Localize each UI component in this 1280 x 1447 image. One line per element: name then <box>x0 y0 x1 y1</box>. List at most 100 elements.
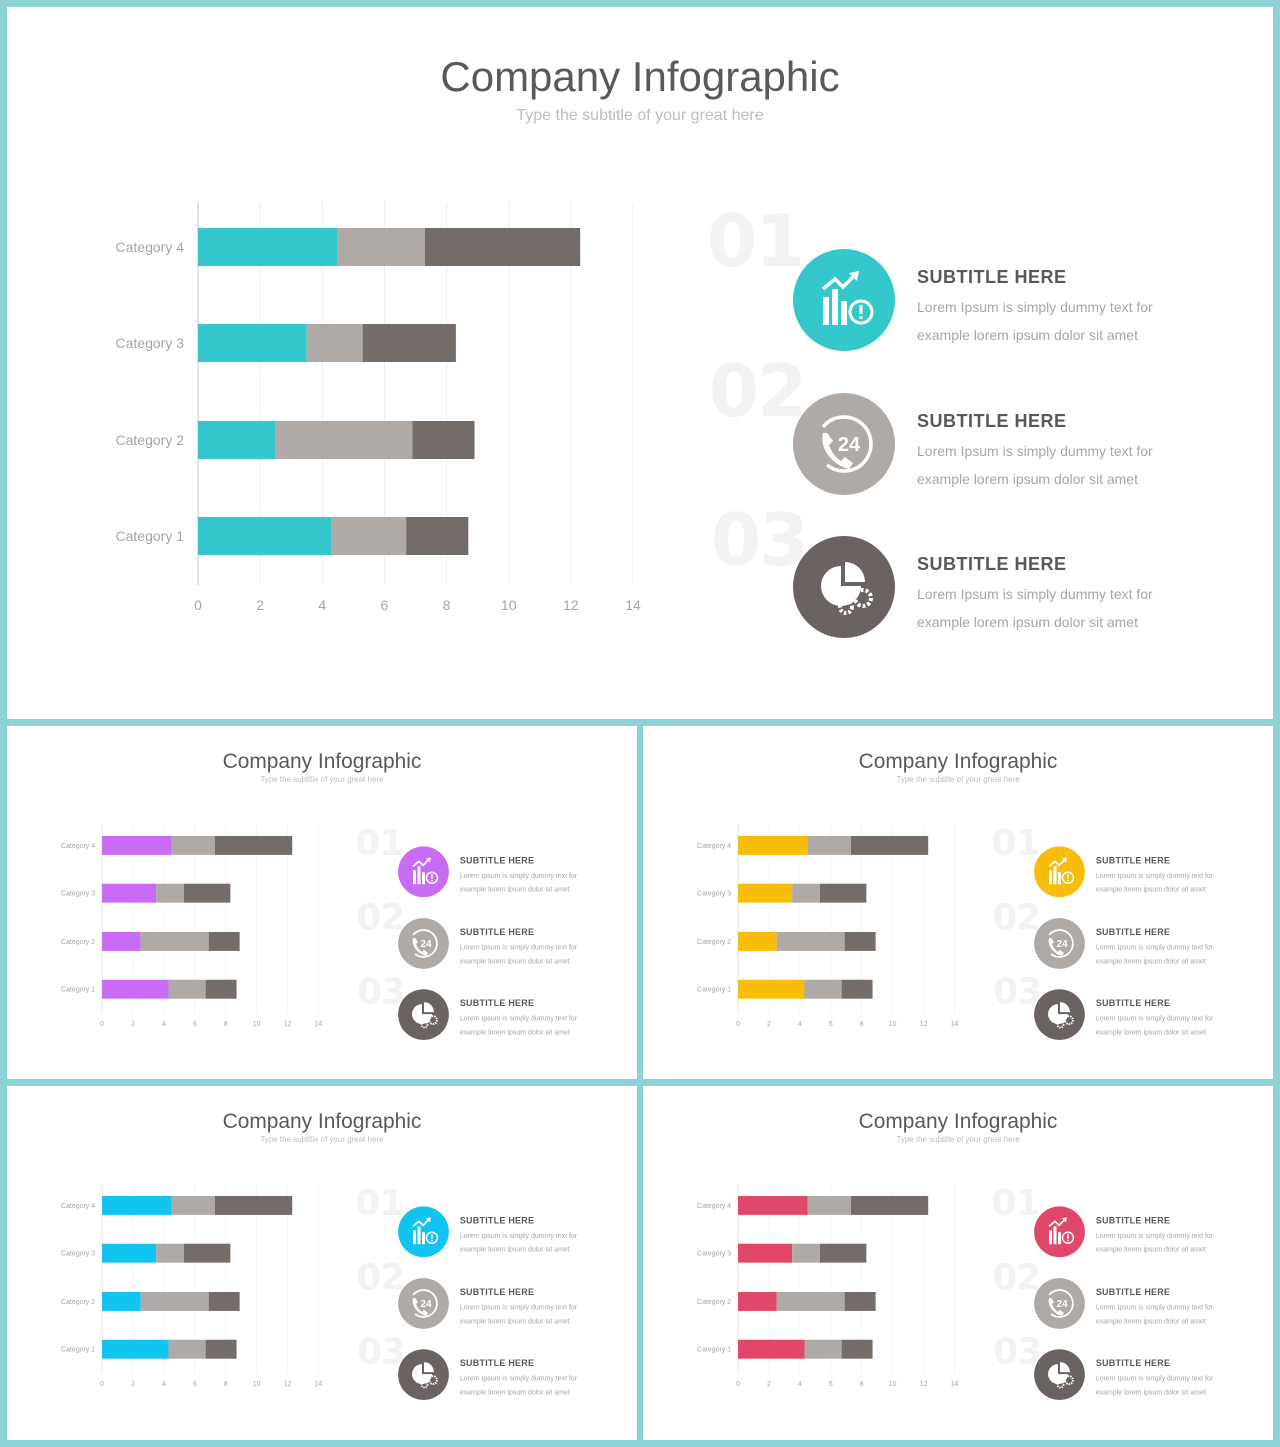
info-items: 01 SUB <box>7 7 1273 719</box>
item-text: Lorem Ipsum is simply dummy text for exa… <box>917 586 1153 630</box>
item-icon-circle <box>398 1349 449 1400</box>
page-subtitle: Type the subtitle of your great here <box>896 1135 1020 1145</box>
category-label: Category 4 <box>61 843 95 850</box>
x-tick-label: 2 <box>767 1381 771 1388</box>
bar-segment <box>102 1243 157 1263</box>
category-label: Category 1 <box>61 987 95 994</box>
x-tick-label: 10 <box>253 1021 261 1028</box>
x-tick-label: 0 <box>100 1381 104 1388</box>
item-text: Lorem Ipsum is simply dummy text for exa… <box>1095 1302 1214 1325</box>
info-items: 01 SUB <box>7 1086 637 1440</box>
x-tick-label: 4 <box>162 1021 166 1028</box>
item-title: SUBTITLE HERE <box>917 267 1067 287</box>
chart-growth-icon <box>1048 857 1075 885</box>
bar-segment <box>102 979 169 999</box>
item-title: SUBTITLE HERE <box>459 1358 535 1369</box>
bar-segment <box>804 1339 842 1359</box>
item-title: SUBTITLE HERE <box>459 1287 535 1297</box>
bar-segment <box>738 932 777 951</box>
stacked-bar-chart: 0 2 4 6 8 10 12 14 Category 4 Category 3 Category … <box>61 823 322 1028</box>
svg-text:24: 24 <box>838 434 861 456</box>
item-title: SUBTITLE HERE <box>1095 1358 1171 1369</box>
item-number: 03 <box>993 1330 1042 1373</box>
x-tick-label: 0 <box>736 1381 740 1388</box>
bar-segment <box>792 883 820 903</box>
item-text: Lorem Ipsum is simply dummy text for exa… <box>1095 1014 1214 1037</box>
item-icon-circle <box>398 846 449 898</box>
bar-segment <box>738 1243 793 1263</box>
item-title: SUBTITLE HERE <box>459 855 535 866</box>
x-tick-label: 2 <box>256 597 264 613</box>
bar-segment <box>738 883 793 903</box>
page-title: Company Infographic <box>440 53 840 100</box>
bar-segment <box>171 1195 215 1215</box>
category-label: Category 3 <box>697 891 731 898</box>
category-label: Category 4 <box>116 239 185 255</box>
category-label: Category 2 <box>61 1299 95 1306</box>
info-item-3: 03 SUBTITLE HERE Lorem Ipsum is simply d… <box>7 1323 637 1400</box>
phone-24-icon: 24 <box>1048 1289 1074 1318</box>
item-number: 02 <box>992 1256 1041 1298</box>
item-title: SUBTITLE HERE <box>917 411 1067 431</box>
phone-24-icon: 24 <box>1048 929 1074 958</box>
category-label: Category 1 <box>116 528 185 544</box>
bar-segment <box>171 835 215 855</box>
item-number: 01 <box>355 821 404 864</box>
bar-segment <box>168 979 206 999</box>
item-title: SUBTITLE HERE <box>459 927 535 937</box>
info-item-1: 01 SUB <box>7 821 637 898</box>
pie-gears-icon <box>1048 1362 1074 1389</box>
x-tick-label: 0 <box>194 597 202 613</box>
category-label: Category 1 <box>697 987 731 994</box>
category-label: Category 2 <box>697 1299 731 1306</box>
bar-segment <box>738 1339 805 1359</box>
x-tick-label: 8 <box>224 1021 228 1028</box>
bar-segment <box>168 1339 206 1359</box>
info-item-2: 02 24 SUBTITLE HERE Lorem Ipsum is simpl… <box>643 1252 1273 1329</box>
x-tick-label: 14 <box>951 1381 959 1388</box>
bar-segment <box>844 1292 876 1311</box>
bar-segment <box>198 324 307 362</box>
page-subtitle: Type the subtitle of your great here <box>260 775 384 785</box>
bar-segment <box>102 1195 172 1215</box>
svg-text:24: 24 <box>1056 939 1068 950</box>
chart-growth-icon <box>1048 1217 1075 1245</box>
category-label: Category 2 <box>697 939 731 946</box>
page-subtitle: Type the subtitle of your great here <box>260 1135 384 1145</box>
category-label: Category 4 <box>697 843 731 850</box>
item-text: Lorem Ipsum is simply dummy text for exa… <box>459 1014 578 1037</box>
item-title: SUBTITLE HERE <box>459 1215 535 1226</box>
item-text: Lorem Ipsum is simply dummy text for exa… <box>917 443 1153 487</box>
item-number: 01 <box>991 1181 1040 1224</box>
info-item-2: 02 24 SUBTITLE HERE Lorem Ipsum is simpl… <box>7 341 1273 495</box>
item-number: 02 <box>356 1256 405 1298</box>
item-icon-circle: 24 <box>398 1278 449 1329</box>
bar-segment <box>738 1292 777 1311</box>
bar-segment <box>198 421 276 459</box>
x-tick-label: 8 <box>860 1021 864 1028</box>
pie-gears-icon <box>412 1002 438 1029</box>
slide-content: Company Infographic Type the subtitle of… <box>643 726 1273 1079</box>
bar-segment <box>198 517 332 555</box>
page-subtitle: Type the subtitle of your great here <box>896 775 1020 785</box>
x-tick-label: 4 <box>798 1381 802 1388</box>
info-item-3: 03 SUBTITLE HERE Lorem Ipsum is simply d… <box>7 963 637 1040</box>
x-tick-label: 14 <box>951 1021 959 1028</box>
x-tick-label: 12 <box>284 1381 292 1388</box>
category-label: Category 4 <box>697 1203 731 1210</box>
slide-content: Company Infographic Type the subtitle of… <box>7 726 637 1079</box>
bar-segment <box>140 1292 209 1311</box>
bar-segment <box>844 932 876 951</box>
x-tick-label: 10 <box>501 597 517 613</box>
slide-main: Company Infographic Type the subtitle of… <box>7 7 1273 719</box>
item-number: 02 <box>356 896 405 938</box>
x-tick-label: 14 <box>625 597 641 613</box>
bar-segment <box>156 1243 184 1263</box>
x-tick-label: 10 <box>889 1381 897 1388</box>
slide-content: Company Infographic Type the subtitle of… <box>643 1086 1273 1440</box>
slide-yellow: Company Infographic Type the subtitle of… <box>643 726 1273 1079</box>
stacked-bar-chart: 0 2 4 6 8 10 12 14 Category 4 Category 3 Category … <box>116 202 641 613</box>
bar-segment <box>362 324 456 362</box>
item-number: 03 <box>357 1330 406 1373</box>
bar-segment <box>841 979 873 999</box>
